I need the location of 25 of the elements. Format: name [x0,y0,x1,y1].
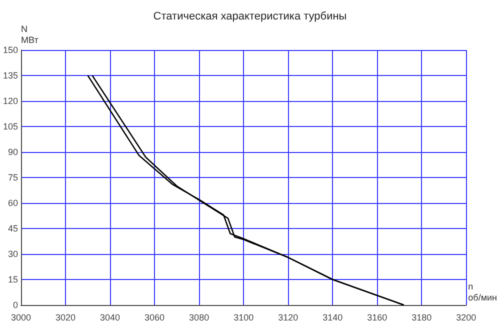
y-tick-label: 105 [2,122,18,132]
y-tick-label: 0 [13,300,18,310]
x-tick-label: 3180 [412,312,432,322]
y-axis-title: N МВт [21,24,38,46]
x-tick-label: 3120 [278,312,298,322]
y-tick-label: 90 [8,147,18,157]
chart-title: Статическая характеристика турбины [153,10,347,22]
x-tick-label: 3100 [234,312,254,322]
y-tick-label: 120 [2,96,18,106]
y-tick-label: 15 [8,274,18,284]
x-tick-label: 3000 [11,312,32,322]
x-tick-label: 3040 [100,312,120,322]
y-tick-label: 60 [8,198,18,208]
y-tick-label: 150 [2,45,18,55]
y-tick-label: 45 [8,224,18,234]
x-tick-label: 3060 [144,312,165,322]
y-tick-label: 30 [8,249,18,259]
x-tick-label: 3080 [189,312,210,322]
x-tick-label: 3140 [322,312,343,322]
x-tick-label: 3020 [56,312,76,322]
y-tick-label: 135 [2,70,18,80]
x-tick-label: 3160 [367,312,388,322]
y-tick-label: 75 [8,172,18,182]
x-axis-title: n об/мин [468,282,498,302]
x-tick-label: 3200 [456,312,476,322]
